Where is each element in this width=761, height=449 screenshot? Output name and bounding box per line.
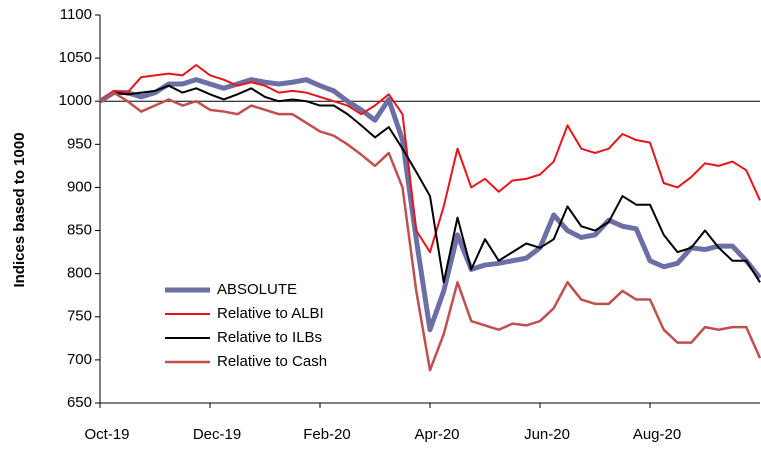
series-line: [99, 64, 761, 254]
y-tick-label: 800: [67, 265, 92, 282]
series-line: [99, 91, 761, 372]
x-tick-label: Jun-20: [524, 426, 570, 443]
y-tick-label: 1000: [59, 92, 92, 109]
legend-label: Relative to ILBs: [217, 329, 322, 346]
y-tick-label: 750: [67, 308, 92, 325]
x-tick-label: Oct-19: [84, 426, 129, 443]
y-tick-label: 1100: [60, 6, 92, 23]
legend-label: Relative to Cash: [217, 353, 327, 370]
series-line: [98, 77, 761, 333]
y-tick-label: 1050: [59, 49, 92, 66]
legend-label: ABSOLUTE: [217, 281, 297, 298]
series-line: [99, 84, 761, 284]
x-tick-label: Apr-20: [414, 426, 459, 443]
y-tick-label: 950: [67, 135, 92, 152]
x-tick-label: Aug-20: [633, 426, 681, 443]
y-tick-label: 650: [67, 394, 92, 411]
y-tick-label: 700: [67, 351, 92, 368]
x-tick-label: Dec-19: [193, 426, 241, 443]
x-tick-label: Feb-20: [303, 426, 351, 443]
y-tick-label: 850: [67, 222, 92, 239]
y-tick-label: 900: [67, 178, 92, 195]
legend-label: Relative to ALBI: [217, 305, 324, 322]
y-axis-label: Indices based to 1000: [11, 132, 28, 287]
